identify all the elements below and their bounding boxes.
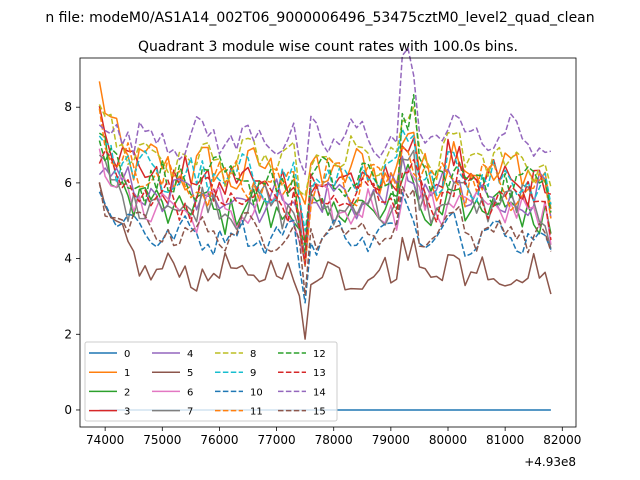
legend-label-10: 10 <box>250 387 263 398</box>
y-tick-label: 2 <box>64 327 72 341</box>
series-line-15 <box>98 182 552 297</box>
axes-frame <box>79 57 577 428</box>
legend-label-5: 5 <box>187 368 193 379</box>
legend-label-3: 3 <box>124 407 130 418</box>
x-axis-ticks: 74000 75000 76000 77000 78000 79000 80000 81000… <box>86 427 581 447</box>
legend-label-0: 0 <box>124 349 130 360</box>
x-tick-label: 76000 <box>200 433 238 447</box>
x-tick-label: 80000 <box>429 433 467 447</box>
y-tick-label: 8 <box>64 100 72 114</box>
legend-label-13: 13 <box>313 368 326 379</box>
legend-label-15: 15 <box>313 407 326 418</box>
legend-frame <box>84 341 338 422</box>
legend-label-2: 2 <box>124 387 130 398</box>
figure-suptitle: n file: modeM0/AS1A14_002T06_9000006496_… <box>45 10 594 26</box>
legend-label-9: 9 <box>250 368 256 379</box>
legend-label-7: 7 <box>187 407 193 418</box>
series-line-12 <box>98 94 552 247</box>
series-line-11 <box>98 108 552 266</box>
y-tick-label: 4 <box>64 252 72 266</box>
series-line-8 <box>98 104 552 197</box>
y-tick-label: 0 <box>64 403 72 417</box>
legend-label-14: 14 <box>313 387 326 398</box>
legend-label-8: 8 <box>250 349 256 360</box>
series-line-1 <box>98 81 552 210</box>
x-tick-label: 74000 <box>86 433 124 447</box>
series-line-7 <box>98 149 552 267</box>
y-axis-ticks: 0 2 4 6 8 <box>64 100 80 417</box>
legend-label-11: 11 <box>250 407 263 418</box>
series-line-9 <box>98 128 552 232</box>
legend-label-4: 4 <box>187 349 193 360</box>
x-tick-label: 81000 <box>486 433 524 447</box>
chart-title: Quadrant 3 module wise count rates with … <box>138 39 518 55</box>
x-tick-label: 78000 <box>315 433 353 447</box>
x-tick-label: 79000 <box>372 433 410 447</box>
x-tick-label: 77000 <box>257 433 295 447</box>
x-axis-offset-text: +4.93e8 <box>524 455 576 469</box>
legend-label-12: 12 <box>313 349 326 360</box>
y-tick-label: 6 <box>64 176 72 190</box>
series-line-13 <box>98 149 552 265</box>
series-line-14 <box>98 47 552 176</box>
series-lines <box>98 47 552 411</box>
legend-label-6: 6 <box>187 387 193 398</box>
series-line-5 <box>98 182 552 340</box>
x-tick-label: 75000 <box>143 433 181 447</box>
x-tick-label: 82000 <box>543 433 581 447</box>
legend-label-1: 1 <box>124 368 130 379</box>
